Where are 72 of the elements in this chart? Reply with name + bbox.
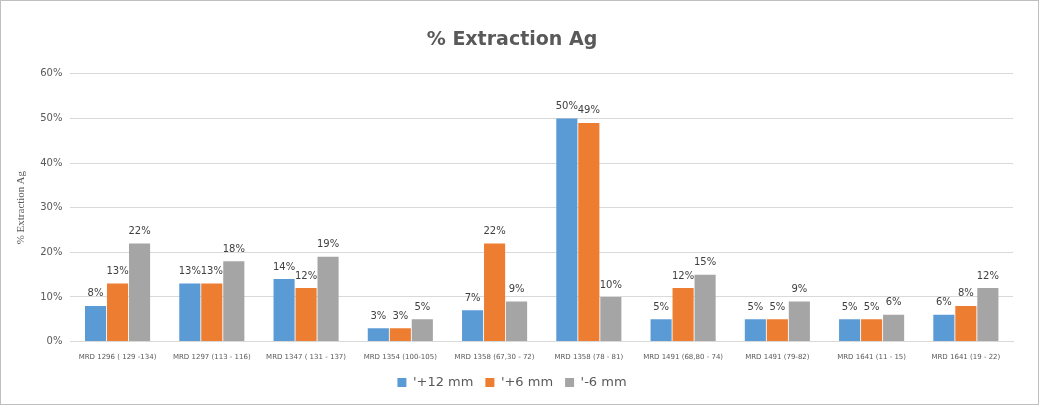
data-label: 15% (693, 256, 717, 268)
y-tick-label: 50% (40, 112, 63, 124)
data-label: 18% (222, 242, 245, 254)
legend-label: '-6 mm (580, 373, 627, 389)
data-label: 19% (316, 238, 340, 250)
y-tick-label: 30% (40, 201, 63, 213)
y-tick-label: 20% (40, 245, 63, 257)
data-label: 8% (957, 287, 974, 299)
data-label: 9% (508, 283, 525, 295)
data-label: 5% (769, 300, 786, 312)
bar (367, 328, 389, 342)
bar (600, 296, 622, 342)
data-label: 22% (483, 225, 506, 236)
bar (273, 279, 295, 342)
data-label: 22% (128, 225, 151, 236)
bar (672, 288, 694, 342)
legend-label: '+6 mm (500, 373, 554, 389)
bar (201, 283, 223, 342)
bar (955, 305, 977, 342)
bar (484, 243, 506, 342)
bar (556, 118, 578, 342)
bar (883, 314, 905, 342)
y-tick-label: 0% (46, 335, 63, 347)
y-axis-title: % Extraction Ag (14, 170, 27, 245)
data-label: 3% (370, 309, 387, 321)
data-label: 13% (200, 265, 223, 277)
bar (85, 305, 107, 342)
data-label: 12% (294, 269, 318, 281)
data-label: 5% (747, 300, 764, 312)
bar (317, 256, 339, 342)
bar (694, 274, 716, 342)
legend-label: '+12 mm (412, 373, 474, 389)
data-label: 7% (464, 291, 481, 303)
bar (788, 301, 810, 342)
data-label: 5% (863, 300, 880, 312)
data-label: 10% (599, 278, 622, 290)
bar (744, 319, 766, 342)
y-tick-label: 60% (40, 67, 63, 79)
bar (462, 310, 484, 342)
data-label: 8% (87, 287, 104, 299)
bar (411, 319, 433, 342)
data-label: 50% (555, 100, 578, 112)
data-label: 9% (791, 283, 808, 295)
data-label: 49% (577, 104, 600, 116)
bar (295, 288, 317, 342)
y-tick-label: 40% (40, 156, 63, 168)
data-label: 5% (841, 300, 858, 312)
bar (839, 319, 861, 342)
data-label: 6% (885, 296, 902, 308)
data-label: 12% (671, 269, 695, 281)
data-label: 12% (976, 269, 999, 281)
bar (933, 314, 955, 342)
bar (766, 319, 788, 342)
data-label: 3% (392, 309, 409, 321)
bar (128, 243, 151, 342)
data-label: 5% (414, 300, 431, 312)
bar (506, 301, 528, 342)
bar (389, 328, 411, 342)
chart-title: % Extraction Ag (426, 27, 598, 50)
data-label: 13% (106, 265, 129, 277)
bar (578, 122, 600, 342)
bar (650, 319, 672, 342)
data-label: 6% (935, 296, 952, 308)
data-label: 5% (653, 300, 670, 312)
bar (223, 261, 245, 342)
bar (861, 319, 883, 342)
data-label: 14% (272, 260, 296, 272)
bar (977, 288, 999, 342)
bar (179, 283, 201, 342)
bar (107, 283, 129, 342)
y-tick-label: 10% (40, 290, 63, 302)
data-label: 13% (178, 265, 201, 277)
